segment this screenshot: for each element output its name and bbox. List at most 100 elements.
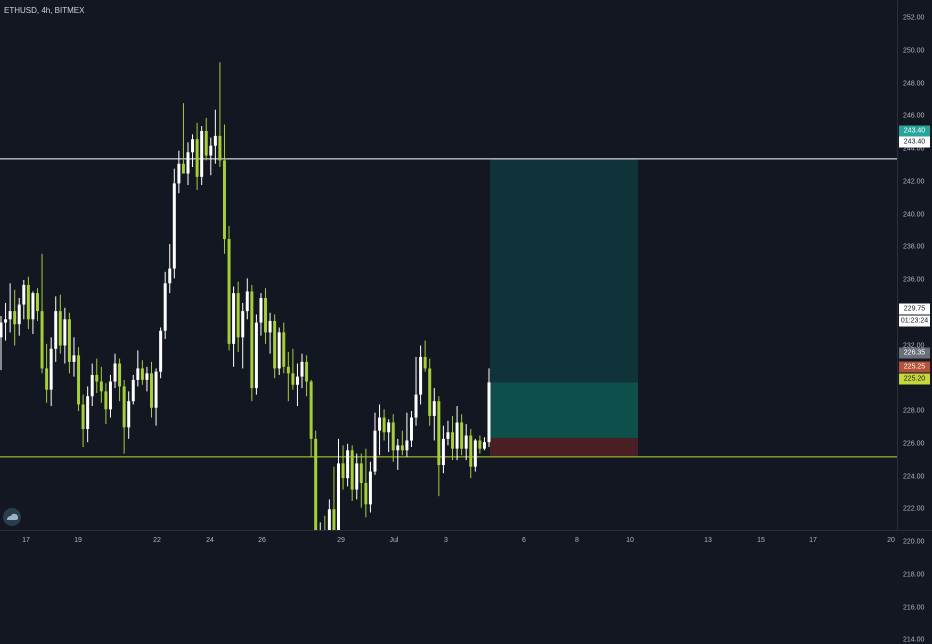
candle-body bbox=[350, 450, 354, 490]
candle-body bbox=[451, 432, 455, 449]
chart-area[interactable]: ETHUSD, 4h, BITMEX bbox=[0, 0, 897, 530]
candle-body bbox=[341, 463, 345, 479]
candle-body bbox=[473, 440, 477, 467]
candle-body bbox=[108, 381, 112, 410]
candle-body bbox=[4, 319, 8, 323]
time-tick-label: 24 bbox=[206, 537, 214, 544]
price-tick-label: 218.00 bbox=[903, 571, 925, 579]
candle-body bbox=[58, 311, 62, 346]
candle-body bbox=[487, 382, 491, 443]
candle-body bbox=[259, 298, 263, 323]
candle-body bbox=[86, 396, 90, 430]
candlestick-chart[interactable] bbox=[0, 0, 897, 530]
candle-body bbox=[359, 463, 363, 484]
candle-body bbox=[0, 322, 3, 338]
time-axis[interactable]: 17 19 22 24 26 29 Jul 3 6 8 10 13 15 17 20 bbox=[0, 530, 932, 551]
candle-body bbox=[264, 298, 268, 333]
stop-price-badge: 225.25 bbox=[899, 361, 930, 373]
candle-body bbox=[72, 355, 76, 362]
time-tick-label: 6 bbox=[522, 537, 526, 544]
candle-body bbox=[227, 239, 231, 344]
time-tick-label: 8 bbox=[575, 537, 579, 544]
support-line-badge: 225.20 bbox=[899, 373, 930, 385]
time-tick-label: 19 bbox=[74, 537, 82, 544]
candle-body bbox=[95, 374, 99, 382]
price-tick-label: 248.00 bbox=[903, 80, 925, 87]
candle-body bbox=[391, 422, 395, 451]
candle-body bbox=[460, 422, 464, 449]
time-tick-label: 3 bbox=[444, 537, 448, 544]
price-tick-label: 228.00 bbox=[903, 407, 925, 415]
candle-body bbox=[368, 471, 372, 505]
candle-body bbox=[40, 311, 44, 369]
candle-body bbox=[181, 163, 185, 174]
time-tick-label: Jul bbox=[389, 537, 399, 544]
candle-body bbox=[35, 293, 39, 312]
candle-body bbox=[373, 430, 377, 472]
price-tick-label: 222.00 bbox=[903, 505, 925, 513]
candle-body bbox=[13, 311, 17, 325]
tradingview-logo-icon[interactable] bbox=[3, 508, 21, 526]
candle-body bbox=[31, 293, 35, 320]
candle-body bbox=[245, 291, 249, 312]
candle-body bbox=[104, 391, 108, 410]
candle-body bbox=[67, 319, 71, 362]
candle-body bbox=[482, 442, 486, 449]
candle-body bbox=[382, 417, 386, 433]
target-price-badge: 243.40 bbox=[899, 125, 930, 137]
candle-body bbox=[378, 417, 382, 431]
candle-body bbox=[54, 311, 58, 349]
time-tick-label: 20 bbox=[887, 537, 895, 544]
bar-countdown-badge: 01:23:24 bbox=[899, 315, 930, 327]
candle-body bbox=[236, 293, 240, 338]
price-tick-label: 252.00 bbox=[903, 14, 925, 22]
candle-body bbox=[282, 332, 286, 367]
candle-body bbox=[113, 363, 117, 382]
candle-body bbox=[131, 379, 135, 402]
price-tick-label: 236.00 bbox=[903, 276, 925, 284]
resistance-line-badge: 243.40 bbox=[899, 136, 930, 148]
time-tick-label: 26 bbox=[258, 537, 266, 544]
candle-body bbox=[45, 368, 49, 390]
candle-body bbox=[364, 483, 368, 505]
candle-body bbox=[446, 432, 450, 439]
candle-body bbox=[127, 401, 131, 428]
time-tick-label: 29 bbox=[337, 537, 345, 544]
candle-body bbox=[409, 417, 413, 441]
candle-body bbox=[437, 401, 441, 466]
price-tick-label: 224.00 bbox=[903, 473, 925, 480]
candle-body bbox=[8, 311, 12, 320]
price-tick-label: 244.00 bbox=[903, 145, 925, 153]
candle-body bbox=[277, 332, 281, 369]
price-tick-label: 232.00 bbox=[903, 342, 925, 349]
candle-body bbox=[168, 268, 172, 284]
candle-body bbox=[273, 320, 277, 369]
price-tick-label: 240.00 bbox=[903, 211, 925, 218]
candle-body bbox=[291, 373, 295, 385]
price-tick-label: 242.00 bbox=[903, 178, 925, 186]
price-axis[interactable]: 252.00 250.00 248.00 246.00 244.00 242.00 240.… bbox=[897, 0, 932, 644]
price-tick-label: 226.00 bbox=[903, 440, 925, 448]
candle-body bbox=[209, 145, 213, 156]
symbol-label: ETHUSD, 4h, BITMEX bbox=[4, 6, 85, 15]
candle-body bbox=[327, 509, 331, 530]
candle-body bbox=[300, 361, 304, 377]
price-tick-label: 214.00 bbox=[903, 636, 925, 644]
candle-body bbox=[90, 374, 94, 397]
price-tick-label: 250.00 bbox=[903, 47, 925, 55]
candle-body bbox=[99, 381, 103, 392]
candle-body bbox=[186, 152, 190, 174]
candle-body bbox=[163, 283, 167, 331]
candle-body bbox=[177, 163, 181, 184]
candle-body bbox=[122, 386, 126, 428]
candle-body bbox=[355, 463, 359, 490]
time-tick-label: 17 bbox=[22, 537, 30, 544]
candle-body bbox=[478, 440, 482, 449]
candle-body bbox=[286, 366, 290, 374]
entry-zone bbox=[490, 382, 638, 439]
candle-body bbox=[400, 445, 404, 451]
candle-body bbox=[204, 130, 208, 156]
candle-body bbox=[222, 160, 226, 240]
price-tick-label: 216.00 bbox=[903, 604, 925, 611]
candle-body bbox=[218, 135, 222, 161]
